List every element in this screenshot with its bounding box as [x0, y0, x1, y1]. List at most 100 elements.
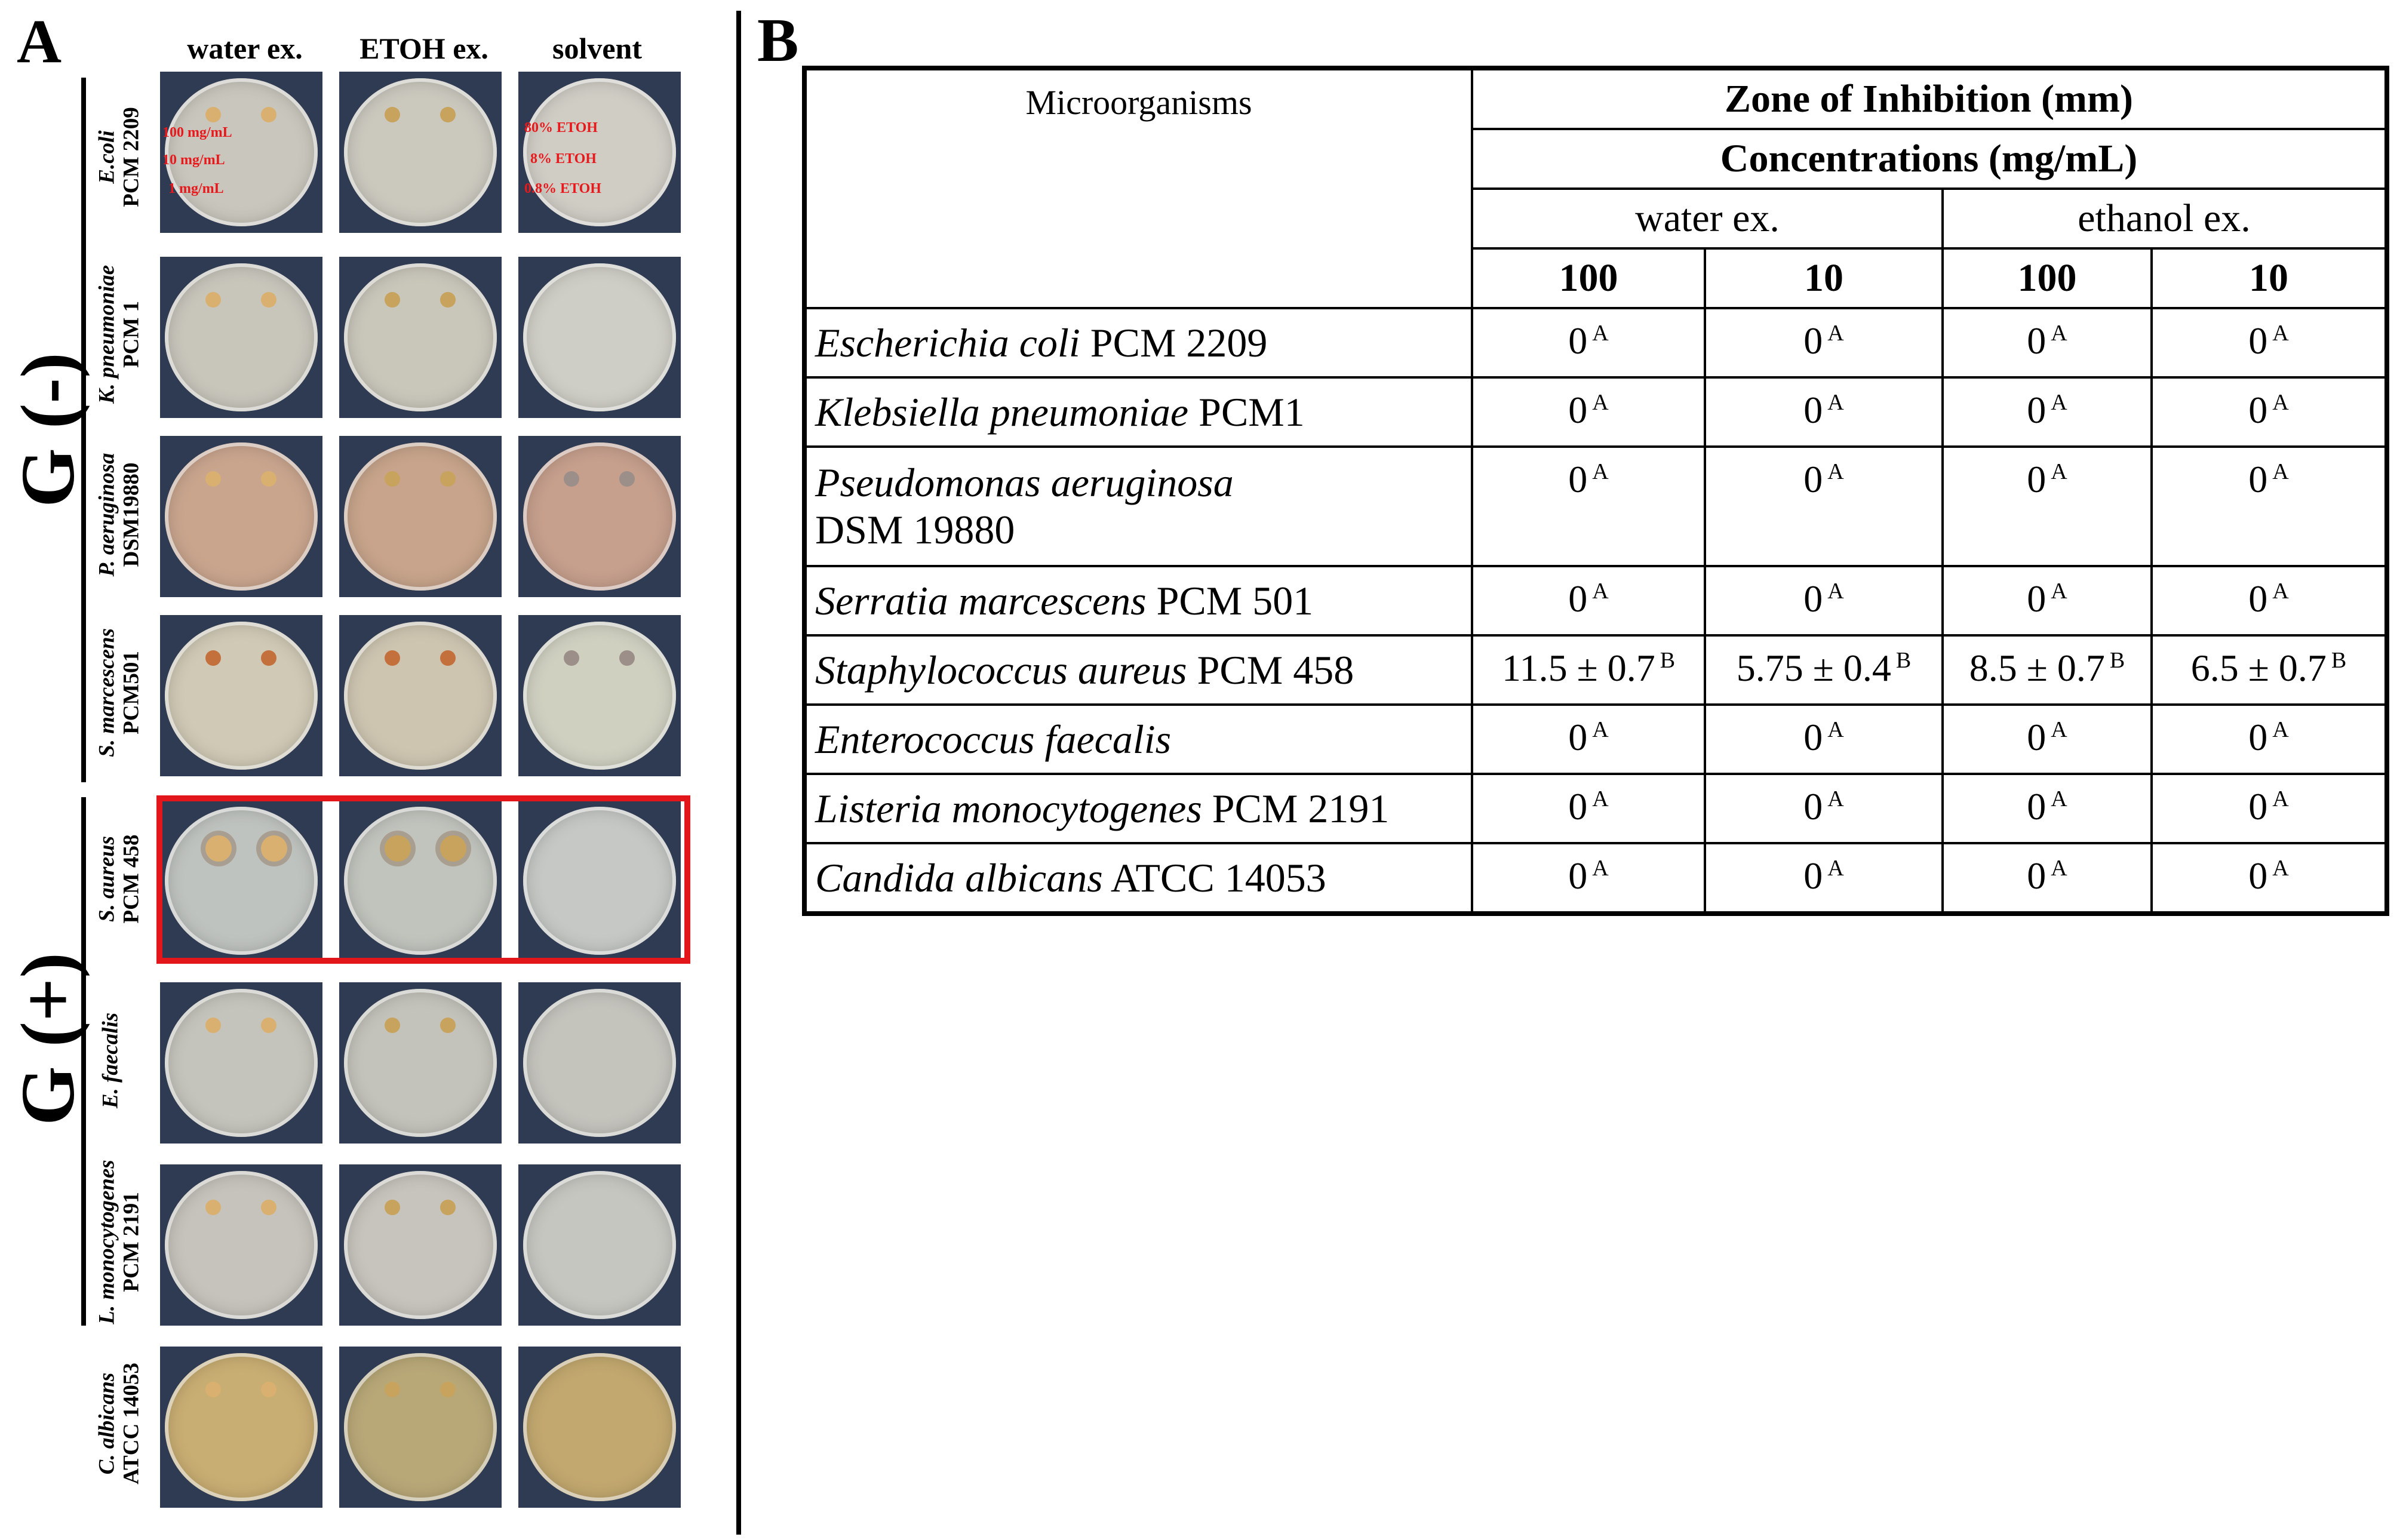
significance-group: A [2051, 389, 2067, 415]
inhibition-spot [205, 1018, 222, 1034]
petri-dish-photo [160, 615, 322, 776]
agar-surface [523, 78, 676, 227]
panel-a-letter: A [17, 7, 62, 76]
species: S. aureus [94, 836, 119, 922]
zone-value: 0 [2027, 854, 2046, 897]
header-concentrations: Concentrations (mg/mL) [1471, 128, 2388, 190]
organism-species: Serratia marcescens [815, 577, 1147, 623]
zone-value: 0 [1803, 458, 1823, 500]
zone-value: 0 [2027, 577, 2046, 620]
significance-group: A [2272, 717, 2289, 742]
petri-dish-photo [518, 257, 681, 418]
gram-negative-bar [81, 78, 86, 782]
table-body: Escherichia coli PCM 2209 0 A 0 A 0 A 0 A Klebsie… [803, 307, 2388, 915]
plate-annotation-solvent-2: 8% ETOH [530, 151, 597, 167]
strain: DSM19880 [119, 462, 144, 567]
inhibition-spot [440, 471, 456, 487]
inhibition-spot [385, 1200, 401, 1216]
significance-group: B [2331, 647, 2347, 673]
zone-value: 0 [2248, 785, 2268, 828]
gram-positive-label: G (+) [5, 952, 90, 1126]
zone-value: 8.5 ± 0.7 [1969, 647, 2105, 689]
zone-value: 0 [2248, 389, 2268, 431]
petri-dish-photo [518, 1164, 681, 1326]
significance-group: A [2051, 578, 2067, 604]
gram-negative-label: G (-) [5, 352, 90, 508]
significance-group: A [2272, 855, 2289, 881]
zone-value-cell: 11.5 ± 0.7 B [1471, 634, 1706, 706]
petri-dish-photo [339, 800, 502, 961]
petri-dish-photo [339, 257, 502, 418]
zone-value: 0 [2027, 716, 2046, 758]
petri-dish-photo [518, 982, 681, 1144]
organism-cell: Listeria monocytogenes PCM 2191 [803, 773, 1473, 844]
organism-species: Staphylococcus aureus [815, 647, 1187, 693]
strain: PCM501 [119, 651, 144, 734]
plate-annotation-solvent-3: 0.8% ETOH [524, 181, 601, 196]
significance-group: A [2272, 459, 2289, 484]
strain: PCM 458 [119, 834, 144, 924]
zone-value: 0 [1568, 389, 1588, 431]
zone-value: 11.5 ± 0.7 [1501, 647, 1655, 689]
organism-strain: PCM 458 [1187, 647, 1354, 693]
agar-surface [344, 806, 497, 955]
significance-group: B [1895, 647, 1912, 673]
table-row: Candida albicans ATCC 14053 0 A 0 A 0 A 0 A [803, 842, 2388, 915]
organism-cell: Serratia marcescens PCM 501 [803, 565, 1473, 637]
significance-group: A [1592, 389, 1609, 415]
significance-group: A [2051, 786, 2067, 812]
strain: PCM 2209 [119, 107, 144, 207]
significance-group: A [1827, 459, 1844, 484]
header-microorganisms: Microorganisms [803, 67, 1473, 309]
inhibition-spot [205, 292, 222, 308]
organism-strain: ATCC 14053 [1102, 854, 1326, 900]
agar-surface [523, 988, 676, 1138]
header-conc-water-100: 100 [1471, 247, 1706, 309]
agar-surface [344, 263, 497, 412]
row-label-paeruginosa: P. aeruginosa DSM19880 [95, 453, 145, 577]
significance-group: A [1827, 389, 1844, 415]
row-label-calbicans: C. albicans ATCC 14053 [95, 1363, 145, 1484]
petri-dish-photo [160, 800, 322, 961]
organism-species: Listeria monocytogenes [815, 785, 1202, 831]
strain: PCM 2191 [119, 1192, 144, 1292]
significance-group: A [1827, 578, 1844, 604]
petri-dish-photo [160, 72, 322, 233]
agar-surface [523, 442, 676, 591]
zone-value: 0 [2248, 854, 2268, 897]
inhibition-spot [260, 1018, 276, 1034]
agar-surface [523, 621, 676, 770]
significance-group: A [2051, 459, 2067, 484]
header-conc-water-10: 10 [1704, 247, 1944, 309]
inhibition-spot [564, 471, 580, 487]
significance-group: B [1660, 647, 1676, 673]
agar-surface [165, 806, 318, 955]
organism-strain: PCM 2209 [1080, 319, 1268, 365]
inhibition-spot [385, 835, 411, 862]
zone-value-cell: 5.75 ± 0.4 B [1704, 634, 1944, 706]
inhibition-zone-table: Microorganisms Zone of Inhibition (mm) C… [802, 66, 2389, 916]
inhibition-spot [564, 650, 580, 666]
organism-strain: PCM 501 [1146, 577, 1314, 623]
inhibition-spot [440, 292, 456, 308]
inhibition-spot [619, 650, 635, 666]
species: K. pneumoniae [94, 265, 119, 404]
agar-surface [165, 621, 318, 770]
agar-surface [523, 1170, 676, 1320]
petri-dish-photo [339, 1164, 502, 1326]
zone-value: 0 [1568, 319, 1588, 362]
table-row: Escherichia coli PCM 2209 0 A 0 A 0 A 0 A [803, 307, 2388, 379]
saureus-highlight-frame [156, 795, 690, 964]
inhibition-spot [205, 107, 222, 123]
